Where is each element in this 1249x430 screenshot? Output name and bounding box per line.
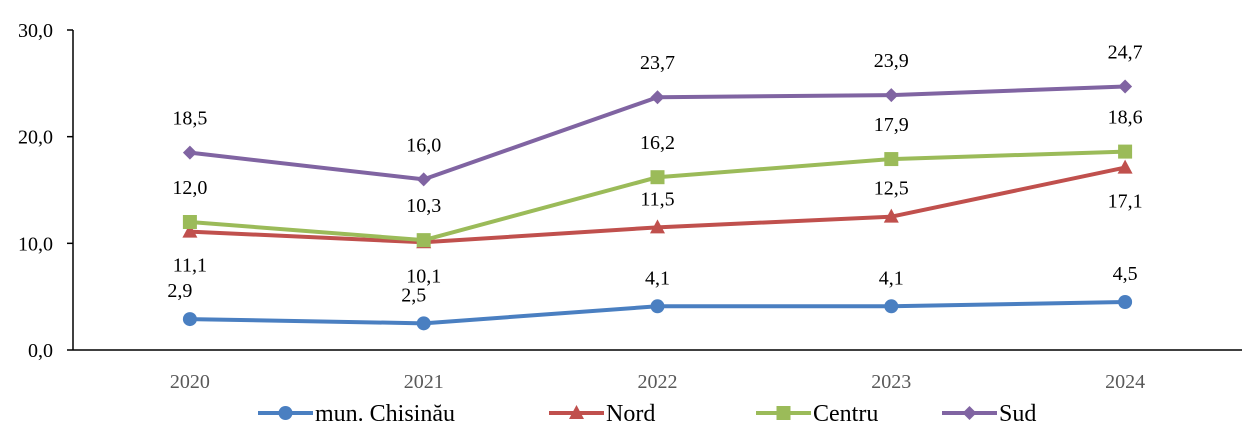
data-label: 4,1 [879,267,904,289]
data-labels: 2,9 2,5 4,1 4,1 4,5 11,1 10,1 11,5 12,5 17,1 12,0 1… [167,42,1142,307]
data-point [650,170,665,185]
legend-marker [776,406,791,420]
y-tick-label: 20,0 [18,127,53,149]
data-label: 11,1 [173,255,207,277]
legend-label: mun. Chisinău [315,401,455,427]
legend-item: Sud [942,401,1036,427]
data-point [650,299,665,314]
data-point [182,215,197,229]
data-label: 16,0 [406,134,441,156]
data-label: 12,0 [172,177,207,199]
data-point [650,219,665,234]
data-point [883,208,899,223]
data-point [416,172,431,187]
x-tick-label: 2024 [1105,371,1145,393]
data-label: 16,2 [640,132,675,154]
data-label: 4,1 [645,267,670,289]
data-point [884,299,899,314]
legend-marker [569,405,584,419]
legend-label: Centru [813,401,878,427]
legend-label: Nord [606,401,655,427]
x-tick-label: 2023 [871,371,911,393]
series-3 [182,79,1133,187]
data-label: 2,9 [167,280,192,302]
axes: 0,0 10,0 20,0 30,0 2020 2021 2022 2023 2024 [18,20,1242,393]
data-label: 2,5 [401,284,426,306]
data-point [1118,79,1133,94]
data-point [182,312,197,327]
legend-item: mun. Chisinău [258,401,455,427]
legend-label: Sud [999,401,1036,427]
legend-marker [962,406,977,420]
data-point [182,145,197,160]
data-point [416,316,431,331]
data-point [182,223,198,238]
data-label: 12,5 [874,178,909,200]
data-label: 23,7 [640,52,675,74]
data-point [416,233,431,248]
data-label: 18,6 [1108,107,1143,129]
y-tick-label: 0,0 [28,340,53,362]
data-label: 11,5 [640,188,674,210]
data-label: 4,5 [1113,263,1138,285]
data-label: 17,9 [874,114,909,136]
data-label: 10,3 [406,195,441,217]
data-point [884,88,899,103]
data-point [650,90,665,105]
y-tick-label: 10,0 [18,233,53,255]
data-label: 24,7 [1108,42,1143,64]
data-label: 18,5 [172,108,207,130]
series-layer [182,79,1133,331]
data-label: 17,1 [1108,191,1143,213]
x-tick-label: 2022 [638,371,678,393]
legend-marker [278,406,293,420]
data-point [1118,144,1133,159]
data-point [1117,159,1133,174]
legend-item: Nord [549,401,655,427]
legend-item: Centru [756,401,878,427]
legend: mun. Chisinău Nord Centru Sud [258,401,1036,427]
x-tick-label: 2020 [170,371,210,393]
series-0 [182,295,1133,331]
x-tick-label: 2021 [404,371,444,393]
series-2 [182,144,1133,248]
data-point [884,152,899,167]
data-label: 10,1 [406,265,441,287]
data-point [1118,295,1133,309]
data-label: 23,9 [874,50,909,72]
y-tick-label: 30,0 [18,20,53,42]
